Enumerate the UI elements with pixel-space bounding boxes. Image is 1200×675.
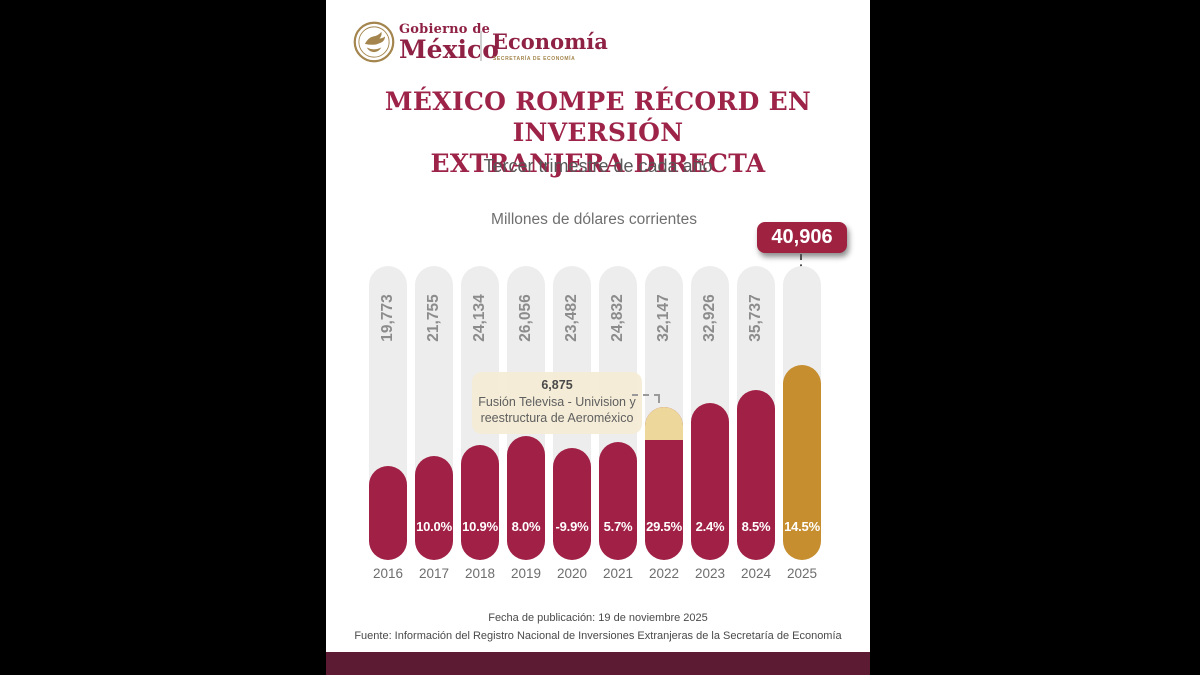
bar <box>369 466 407 560</box>
economia-wordmark: Economía <box>492 29 608 54</box>
page-title-line2: EXTRANJERA DIRECTA <box>430 149 766 178</box>
year-label: 2019 <box>510 566 542 581</box>
bar: 2.4% <box>691 403 729 560</box>
year-label: 2017 <box>418 566 450 581</box>
footer-band <box>326 652 870 675</box>
publication-date: Fecha de publicación: 19 de noviembre 20… <box>488 612 708 624</box>
bar: 10.0% <box>415 456 453 560</box>
bar-chart: 19,773 2016 21,755 10.0% 2017 24,134 10.9% 2018… <box>369 266 821 581</box>
bar-value-label: 35,737 <box>747 294 764 342</box>
chart-column-2023: 32,926 2.4% 2023 <box>691 266 729 581</box>
growth-percentage-label: 2.4% <box>695 519 725 534</box>
bar: -9.9% <box>553 448 591 560</box>
infographic-card: Gobierno de México Economía SECRETARÍA D… <box>326 0 870 675</box>
bar: 5.7% <box>599 442 637 560</box>
page-title-line1: MÉXICO ROMPE RÉCORD EN INVERSIÓN <box>384 87 812 147</box>
year-label: 2023 <box>694 566 726 581</box>
gobierno-wordmark: Gobierno de México <box>399 23 499 62</box>
bar-value-label: 24,832 <box>609 294 626 342</box>
bar: 10.9% <box>461 445 499 560</box>
annotation-text-line1: Fusión Televisa - Univision y <box>478 395 636 409</box>
growth-percentage-label: 29.5% <box>646 519 682 534</box>
gobierno-line1: Gobierno de <box>399 22 491 37</box>
bar-value-label: 32,926 <box>701 294 718 342</box>
year-label: 2020 <box>556 566 588 581</box>
year-label: 2025 <box>786 566 818 581</box>
growth-percentage-label: 10.9% <box>462 519 498 534</box>
source-note: Fuente: Información del Registro Naciona… <box>354 630 842 642</box>
bar-value-label: 26,056 <box>517 294 534 342</box>
chart-column-2025: 14.5% 2025 <box>783 266 821 581</box>
year-label: 2022 <box>648 566 680 581</box>
annotation-connector-vertical <box>658 394 660 403</box>
year-label: 2016 <box>372 566 404 581</box>
one-off-segment <box>645 407 683 440</box>
bar-value-label: 24,134 <box>471 294 488 342</box>
year-label: 2024 <box>740 566 772 581</box>
chart-units-label: Millones de dólares corrientes <box>491 211 697 228</box>
economia-subtitle: SECRETARÍA DE ECONOMÍA <box>493 56 576 62</box>
chart-column-2017: 21,755 10.0% 2017 <box>415 266 453 581</box>
record-value-badge: 40,906 <box>757 222 847 253</box>
annotation-text-line2: reestructura de Aeroméxico <box>480 411 634 426</box>
bar: 8.0% <box>507 436 545 560</box>
annotation-box: 6,875 Fusión Televisa - Univision y rees… <box>472 372 642 434</box>
chart-column-2024: 35,737 8.5% 2024 <box>737 266 775 581</box>
growth-percentage-label: 10.0% <box>416 519 452 534</box>
growth-percentage-label: 5.7% <box>603 519 633 534</box>
page-subtitle: Tercer trimestre de cada año <box>483 156 713 176</box>
chart-column-2016: 19,773 2016 <box>369 266 407 581</box>
bar-value-label: 23,482 <box>563 294 580 342</box>
logo-divider <box>480 31 482 61</box>
bar-value-label: 21,755 <box>425 294 442 342</box>
bar-value-label: 32,147 <box>655 294 672 342</box>
growth-percentage-label: 8.5% <box>741 519 771 534</box>
bar: 8.5% <box>737 390 775 560</box>
page-title: MÉXICO ROMPE RÉCORD EN INVERSIÓN EXTRANJ… <box>326 86 870 179</box>
year-label: 2018 <box>464 566 496 581</box>
header: Gobierno de México Economía SECRETARÍA D… <box>326 0 870 80</box>
chart-column-2022: 32,147 29.5% 2022 <box>645 266 683 581</box>
year-label: 2021 <box>602 566 634 581</box>
bar: 29.5% <box>645 407 683 560</box>
mexico-seal-icon <box>353 21 395 63</box>
annotation-value: 6,875 <box>541 378 573 392</box>
growth-percentage-label: -9.9% <box>555 519 589 534</box>
gobierno-line2: México <box>399 35 499 64</box>
bar-value-label: 19,773 <box>379 294 396 342</box>
annotation-connector-horizontal <box>632 394 660 396</box>
growth-percentage-label: 14.5% <box>784 519 820 534</box>
bar-record: 14.5% <box>783 365 821 560</box>
growth-percentage-label: 8.0% <box>511 519 541 534</box>
